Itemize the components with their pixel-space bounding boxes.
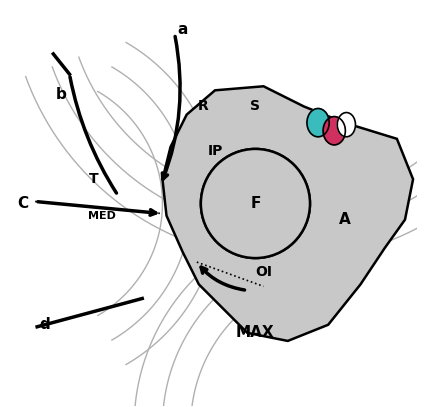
Ellipse shape xyxy=(323,116,345,145)
Text: d: d xyxy=(40,317,51,332)
Text: MAX: MAX xyxy=(236,325,275,340)
Ellipse shape xyxy=(337,113,356,137)
Text: T: T xyxy=(89,172,98,186)
Text: b: b xyxy=(56,87,67,102)
Text: MED: MED xyxy=(88,211,116,221)
Circle shape xyxy=(201,149,310,258)
Polygon shape xyxy=(163,86,413,341)
Text: a: a xyxy=(178,22,188,37)
Text: R: R xyxy=(197,99,208,114)
Text: S: S xyxy=(250,99,261,114)
Circle shape xyxy=(201,149,310,258)
Text: C: C xyxy=(18,196,28,211)
Text: IP: IP xyxy=(207,144,223,158)
Text: F: F xyxy=(250,196,261,211)
Text: A: A xyxy=(338,212,350,227)
Ellipse shape xyxy=(307,109,329,137)
Text: OI: OI xyxy=(255,265,272,279)
